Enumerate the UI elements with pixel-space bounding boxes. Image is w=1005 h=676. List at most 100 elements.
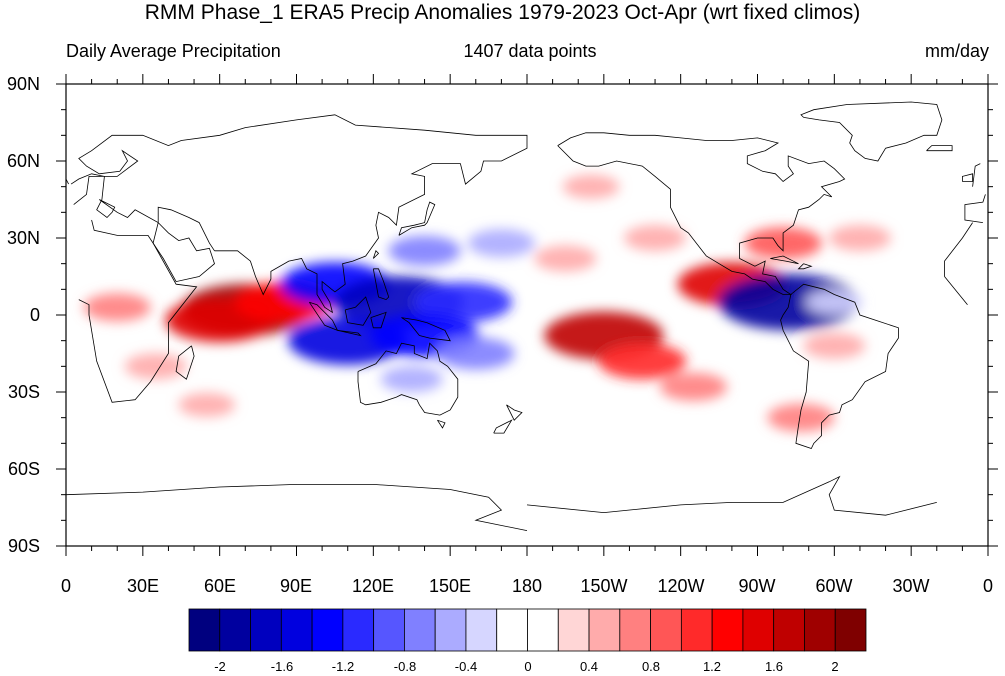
anomaly-blob: [534, 245, 597, 272]
coastline: [344, 296, 372, 326]
lon-label-150e: 150E: [428, 576, 472, 596]
colorbar-box: [711, 608, 744, 652]
colorbar-label: 2: [831, 659, 839, 674]
lat-label-90s: 90S: [7, 536, 40, 556]
lat-label-90n: 90N: [6, 74, 40, 94]
anomaly-blob: [598, 343, 687, 380]
anomaly-blob: [624, 225, 687, 251]
coastline: [175, 345, 195, 380]
colorbar-box: [188, 608, 221, 652]
lon-label-30w: 30W: [892, 576, 930, 596]
lat-label-30n: 30N: [6, 228, 40, 248]
map-frame: [65, 83, 989, 547]
anomaly-blob: [805, 290, 863, 315]
anomaly-blob: [659, 372, 728, 401]
coastline: [962, 173, 973, 182]
colorbar-box: [650, 608, 682, 652]
coastline: [506, 404, 523, 421]
colorbar: [188, 608, 867, 652]
colorbar-box: [373, 608, 405, 652]
colorbar-label: -2: [214, 659, 226, 674]
coastline: [66, 475, 937, 531]
anomaly-blob: [562, 174, 620, 199]
colorbar-label: -0.4: [454, 659, 478, 674]
coastline: [357, 342, 459, 416]
coastlines: [66, 101, 986, 531]
coastline: [398, 201, 436, 236]
center-string: 1407 data points: [463, 41, 597, 61]
colorbar-box: [588, 608, 621, 652]
coastline: [780, 283, 899, 449]
coastline: [797, 263, 813, 270]
anomaly-blob: [718, 274, 859, 331]
colorbar-box: [680, 608, 713, 652]
coastline: [557, 132, 846, 295]
coastline: [308, 301, 339, 332]
lon-label-60w: 60W: [815, 576, 853, 596]
colorbar-box: [342, 608, 375, 652]
colorbar-label: 1.6: [764, 659, 784, 674]
anomaly-blob: [767, 403, 835, 432]
anomaly-blob: [828, 225, 891, 251]
lon-label-180: 180: [511, 576, 543, 596]
colorbar-label: 0: [524, 659, 532, 674]
lon-label-120w: 120W: [657, 576, 705, 596]
lat-label-eq: 0: [29, 305, 40, 325]
lon-label-150w: 150W: [580, 576, 628, 596]
left-string: Daily Average Precipitation: [66, 41, 281, 61]
lon-label-30e: 30E: [126, 576, 160, 596]
anomaly-blob: [467, 229, 535, 258]
coastline: [770, 255, 799, 265]
coastline: [493, 419, 513, 434]
coastline: [401, 317, 451, 342]
anomaly-blob: [436, 337, 515, 370]
colorbar-box: [557, 608, 590, 652]
colorbar-box: [404, 608, 436, 652]
colorbar-box: [434, 608, 467, 652]
anomaly-field: [83, 174, 891, 432]
lon-label-60e: 60E: [203, 576, 237, 596]
lon-label-120e: 120E: [351, 576, 395, 596]
coastline: [372, 268, 390, 301]
axis-ticks: [56, 74, 998, 556]
colorbar-box: [465, 608, 498, 652]
anomaly-blob: [380, 366, 443, 393]
colorbar-box: [742, 608, 775, 652]
colorbar-label: 1.2: [702, 659, 722, 674]
lat-label-60s: 60S: [7, 459, 40, 479]
coastline: [437, 419, 446, 429]
coastline: [152, 221, 215, 283]
coastline: [70, 114, 986, 314]
colorbar-box: [219, 608, 251, 652]
colorbar-box: [311, 608, 344, 652]
colorbar-box: [804, 608, 836, 652]
colorbar-label: -0.8: [393, 659, 417, 674]
lon-label-0: 0: [60, 576, 71, 596]
anomaly-blob: [388, 235, 461, 266]
lat-label-60n: 60N: [6, 151, 40, 171]
coastline: [337, 330, 362, 337]
colorbar-box: [496, 608, 528, 652]
colorbar-box: [280, 608, 313, 652]
plot-title: RMM Phase_1 ERA5 Precip Anomalies 1979-2…: [144, 1, 861, 24]
colorbar-box: [834, 608, 867, 652]
colorbar-box: [250, 608, 282, 652]
lat-label-30s: 30S: [7, 382, 40, 402]
lon-label-90e: 90E: [279, 576, 313, 596]
colorbar-label: 0.4: [579, 659, 599, 674]
anomaly-blob: [178, 392, 236, 417]
coastline: [800, 101, 943, 162]
anomaly-blob: [413, 282, 513, 323]
anomaly-blob: [803, 332, 866, 359]
coastline: [370, 311, 387, 329]
anomaly-blob: [124, 353, 187, 380]
coastline: [926, 145, 953, 152]
colorbar-box: [773, 608, 805, 652]
colorbar-label: -1.6: [270, 659, 294, 674]
units-string: mm/day: [924, 41, 989, 61]
anomaly-blob: [83, 293, 151, 322]
lon-label-90w: 90W: [738, 576, 776, 596]
coastline: [372, 250, 380, 259]
colorbar-label: -1.2: [331, 659, 355, 674]
